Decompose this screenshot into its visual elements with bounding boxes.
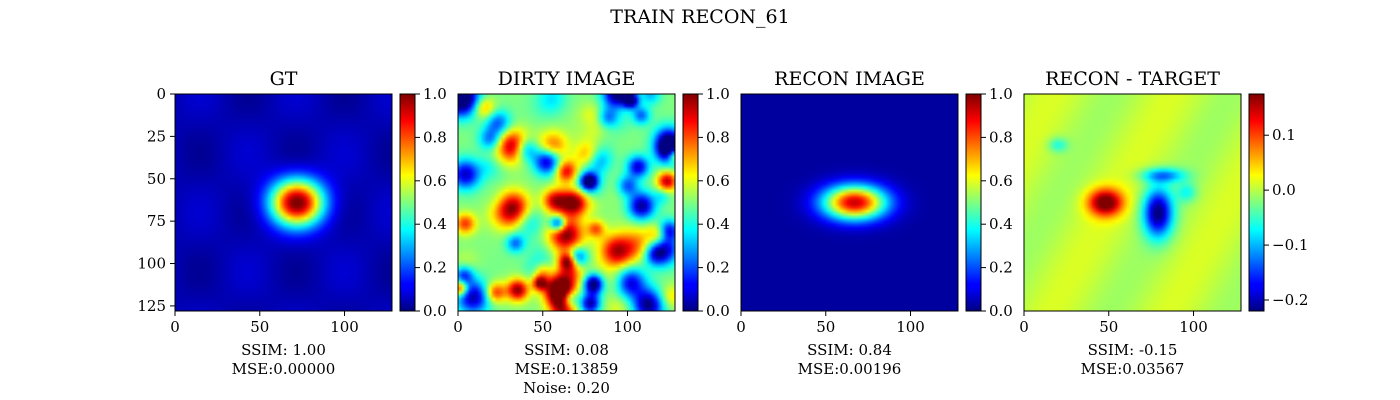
colorbar-tick-label: 0.8 (423, 128, 447, 146)
colorbar-tick-label: 0.4 (423, 215, 447, 233)
colorbar-tick-label: 0.6 (989, 172, 1013, 190)
subplot-title: DIRTY IMAGE (498, 68, 636, 90)
subplot-4: RECON - TARGET 0 50 100 0.1 0.0 −0.1 −0.2 SSIM: … (1019, 68, 1308, 378)
colorbar-tick-label: 1.0 (706, 85, 730, 103)
stats-line: MSE:0.13859 (515, 360, 619, 378)
axes-frame (740, 93, 959, 312)
x-tick-label: 100 (896, 318, 925, 336)
colorbar-tick-label: 0.8 (989, 128, 1013, 146)
x-tick-label: 50 (816, 318, 835, 336)
colorbar-tick-label: 0.1 (1272, 126, 1296, 144)
stats-line: MSE:0.00000 (232, 360, 336, 378)
x-tick-label: 0 (1019, 318, 1029, 336)
axes-frame (457, 93, 676, 312)
heatmap-image (1024, 94, 1241, 311)
figure-suptitle: TRAIN RECON_61 (610, 6, 789, 28)
colorbar-tick-label: 0.2 (423, 259, 447, 277)
subplot-title: RECON IMAGE (774, 68, 925, 90)
colorbar-tick-label: 0.0 (1272, 181, 1296, 199)
colorbar-tick-label: 0.0 (706, 302, 730, 320)
colorbar-tick-label: 0.2 (706, 259, 730, 277)
stats-line: MSE:0.03567 (1081, 360, 1185, 378)
axes-frame (1023, 93, 1242, 312)
stats-line: SSIM: -0.15 (1088, 341, 1178, 359)
subplot-title: RECON - TARGET (1045, 68, 1220, 90)
x-tick-label: 100 (613, 318, 642, 336)
y-tick-label: 75 (147, 212, 166, 230)
x-tick-label: 50 (250, 318, 269, 336)
colorbar-tick-label: 0.2 (989, 259, 1013, 277)
colorbar (682, 93, 699, 312)
stats-line: Noise: 0.20 (523, 379, 610, 397)
heatmap-image (458, 94, 675, 311)
colorbar (399, 93, 416, 312)
y-tick-label: 0 (156, 85, 166, 103)
x-tick-label: 50 (533, 318, 552, 336)
stats-line: SSIM: 0.08 (524, 341, 609, 359)
colorbar-tick-label: 0.0 (989, 302, 1013, 320)
colorbar-tick-label: 0.4 (706, 215, 730, 233)
axes-frame (174, 93, 393, 312)
y-tick-label: 100 (137, 255, 166, 273)
stats-line: SSIM: 1.00 (241, 341, 326, 359)
subplot-title: GT (270, 68, 298, 90)
x-tick-label: 50 (1099, 318, 1118, 336)
subplot-2: DIRTY IMAGE 0 50 100 0.0 0.2 0.4 0.6 0.8 1.0 SSIM:… (453, 68, 730, 397)
x-tick-label: 0 (453, 318, 463, 336)
colorbar-tick-label: 0.0 (423, 302, 447, 320)
colorbar-tick-label: 0.4 (989, 215, 1013, 233)
y-tick-label: 25 (147, 127, 166, 145)
colorbar (1248, 93, 1265, 312)
x-tick-label: 100 (330, 318, 359, 336)
x-tick-label: 0 (736, 318, 746, 336)
colorbar-tick-label: −0.2 (1272, 291, 1308, 309)
heatmap-image (175, 94, 392, 311)
colorbar (965, 93, 982, 312)
y-tick-label: 50 (147, 170, 166, 188)
colorbar-tick-label: 0.8 (706, 128, 730, 146)
heatmap-image (741, 94, 958, 311)
x-tick-label: 0 (170, 318, 180, 336)
colorbar-tick-label: −0.1 (1272, 236, 1308, 254)
y-tick-label: 125 (137, 297, 166, 315)
subplot-3: RECON IMAGE 0 50 100 0.0 0.2 0.4 0.6 0.8 1.0 SSIM:… (736, 68, 1013, 378)
colorbar-tick-label: 1.0 (423, 85, 447, 103)
stats-line: MSE:0.00196 (798, 360, 902, 378)
subplot-1: GT 0 50 100 0 25 50 75 100 125 0.0 0.2 0.4 0.6 0.8 1.0 S… (137, 68, 447, 378)
x-tick-label: 100 (1179, 318, 1208, 336)
colorbar-tick-label: 1.0 (989, 85, 1013, 103)
colorbar-tick-label: 0.6 (423, 172, 447, 190)
colorbar-tick-label: 0.6 (706, 172, 730, 190)
stats-line: SSIM: 0.84 (807, 341, 892, 359)
